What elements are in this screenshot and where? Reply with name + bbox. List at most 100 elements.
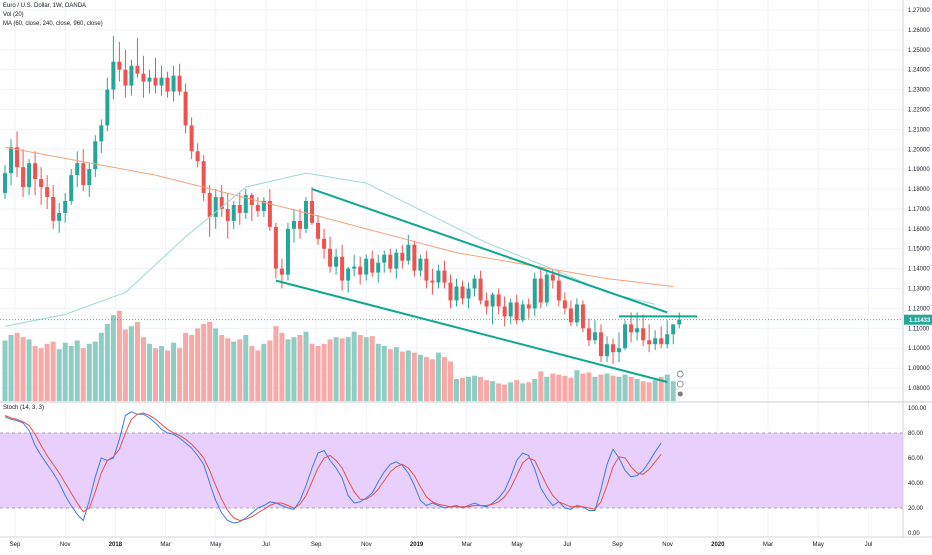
candle-body (111, 61, 116, 90)
stoch-tick-label: 100.00 (908, 406, 927, 412)
candle-body (87, 169, 92, 186)
time-tick-label: Nov (662, 542, 673, 548)
ma-legend[interactable]: MA (60, close, 240, close, 960, close) (3, 21, 103, 27)
volume-bar (628, 376, 634, 401)
volume-bar (544, 376, 550, 401)
candle-body (279, 268, 284, 275)
candle-body (592, 332, 597, 341)
candle-body (352, 266, 357, 269)
volume-bar (62, 342, 68, 401)
candle-body (334, 256, 339, 267)
volume-bar (116, 310, 122, 401)
volume-bar (435, 352, 441, 401)
candle-body (568, 308, 573, 323)
candle-body (382, 254, 387, 263)
candle-body (617, 348, 622, 353)
volume-bar (213, 328, 219, 401)
volume-bar (423, 357, 429, 401)
candle-body (310, 200, 315, 223)
price-tick-label: 1.13000 (908, 287, 930, 293)
volume-bar (538, 371, 544, 401)
price-tick-label: 1.09000 (908, 366, 930, 372)
volume-bar (26, 339, 32, 401)
volume-bar (243, 335, 249, 401)
candle-body (147, 77, 152, 82)
price-tick-label: 1.22000 (908, 107, 930, 113)
time-tick-label: Sep (311, 542, 322, 548)
time-tick-label: 2019 (410, 542, 424, 548)
time-tick-label: Jul (563, 542, 571, 548)
stochastic-lines (0, 411, 903, 524)
candle-body (418, 258, 423, 271)
candle-body (376, 262, 381, 273)
volume-bar (207, 321, 213, 401)
volume-bar (514, 380, 520, 401)
volume-bar (219, 335, 225, 401)
volume-bar (508, 382, 514, 401)
candle-body (39, 179, 44, 188)
candle-body (520, 304, 525, 321)
candle-body (225, 208, 230, 221)
volume-bar (68, 346, 74, 401)
volume-bar (658, 376, 664, 401)
time-tick-label: Nov (361, 542, 372, 548)
price-tick-label: 1.26000 (908, 28, 930, 34)
candle-body (63, 200, 68, 213)
volume-bar (315, 346, 321, 401)
volume-bar (598, 374, 604, 401)
volume-bar (472, 375, 478, 401)
candle-body (135, 65, 140, 74)
earnings-marker-icon (676, 370, 684, 378)
candle-body (117, 61, 122, 70)
candle-body (297, 220, 302, 229)
volume-legend[interactable]: Vol (20) (3, 12, 24, 18)
stoch-legend[interactable]: Stoch (14, 3, 3) (3, 405, 45, 411)
candle-body (490, 294, 495, 307)
candle-body (460, 286, 465, 299)
candle-body (237, 204, 242, 213)
volume-bar (86, 343, 92, 401)
volume-bar (56, 349, 62, 401)
volume-bar (249, 346, 255, 401)
volume-bar (183, 332, 189, 401)
price-tick-label: 1.23000 (908, 88, 930, 94)
volume-bar (526, 382, 532, 401)
time-tick-label: Nov (60, 542, 71, 548)
time-tick-label: Jul (865, 542, 873, 548)
symbol-legend[interactable]: Euro / U.S. Dollar, 1W, OANDA (3, 3, 87, 9)
candle-body (291, 220, 296, 229)
price-tick-label: 1.14000 (908, 267, 930, 273)
volume-bar (586, 372, 592, 401)
candle-body (665, 334, 670, 345)
price-tick-label: 1.27000 (908, 8, 930, 14)
stoch-tick-label: 20.00 (908, 506, 924, 512)
channel-lower-line (275, 279, 668, 383)
volume-bar (189, 335, 195, 401)
volume-bar (285, 339, 291, 401)
candle-body (195, 151, 200, 162)
volume-bar (104, 324, 110, 401)
candle-body (346, 268, 351, 281)
candle-body (267, 200, 272, 227)
candle-body (219, 197, 224, 209)
candle-body (45, 187, 50, 198)
time-tick-label: 2020 (711, 542, 725, 548)
volume-bar (273, 326, 279, 401)
candle-body (141, 73, 146, 82)
candle-body (93, 141, 98, 170)
stoch-tick-label: 40.00 (908, 481, 924, 487)
candle-body (502, 306, 507, 317)
volume-bar (411, 352, 417, 401)
volume-bar (640, 381, 646, 401)
volume-bar (520, 383, 526, 401)
volume-bar (387, 349, 393, 401)
volume-bar (622, 374, 628, 401)
volume-bar (134, 321, 140, 401)
volume-bars (2, 310, 676, 401)
volume-bar (50, 341, 56, 401)
stoch-tick-label: 0.00 (908, 531, 920, 537)
volume-bar (74, 340, 80, 401)
time-tick-label: Sep (612, 542, 623, 548)
price-tick-label: 1.10000 (908, 346, 930, 352)
